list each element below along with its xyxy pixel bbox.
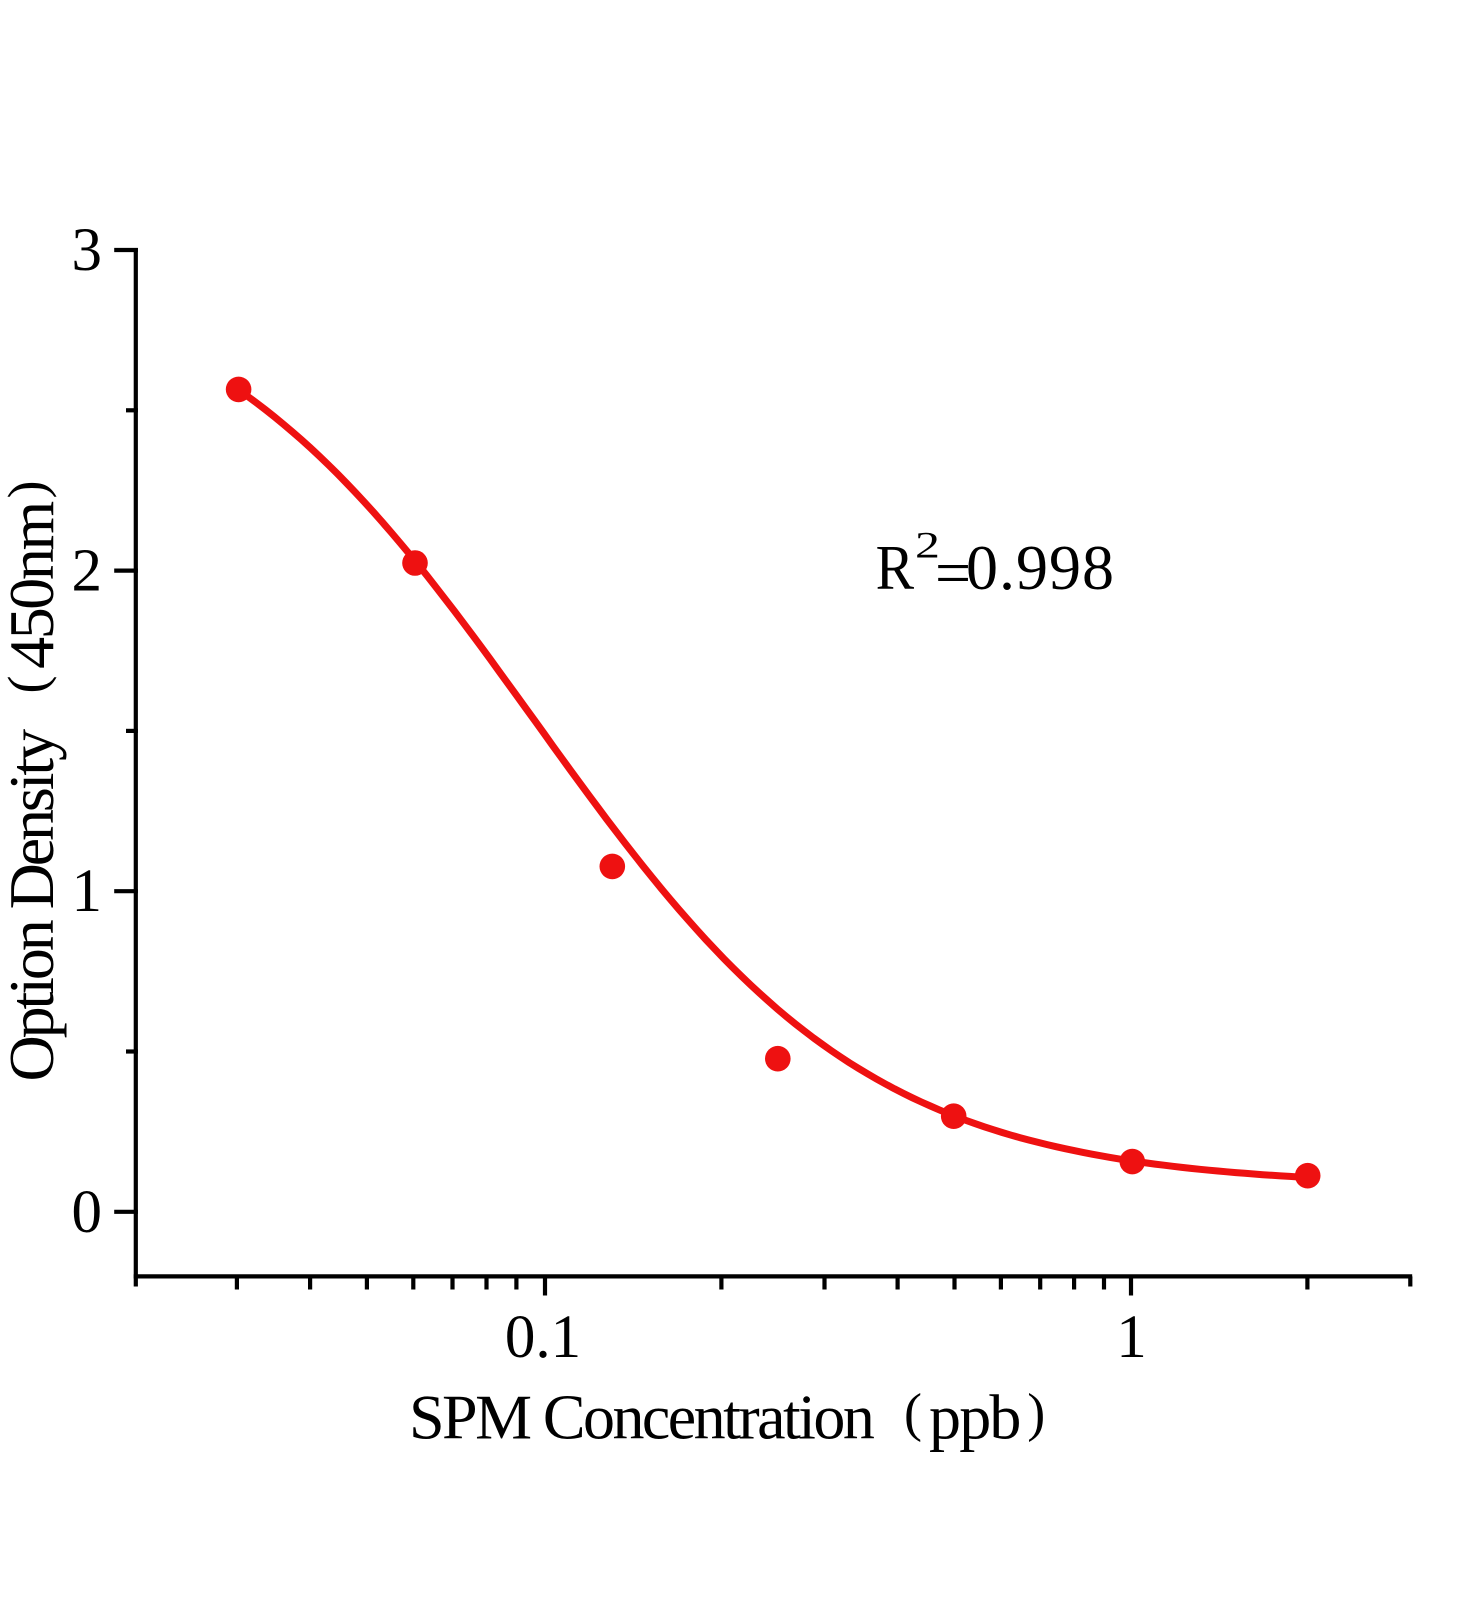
- svg-text:ppb: ppb: [929, 1382, 1020, 1453]
- svg-text:Option Density: Option Density: [0, 729, 67, 1082]
- svg-text:2: 2: [915, 525, 940, 566]
- svg-text:0.1: 0.1: [505, 1304, 581, 1371]
- svg-text:): ): [1027, 1382, 1045, 1442]
- svg-text:SPM Concentration: SPM Concentration: [409, 1382, 875, 1453]
- svg-text:(: (: [904, 1382, 922, 1442]
- svg-text:0.998: 0.998: [966, 532, 1115, 603]
- svg-text:(: (: [0, 676, 57, 694]
- svg-text:2: 2: [72, 538, 103, 605]
- svg-text:=: =: [935, 537, 971, 608]
- svg-text:450nm: 450nm: [0, 502, 67, 669]
- svg-text:1: 1: [72, 858, 103, 925]
- svg-text:0: 0: [72, 1179, 103, 1246]
- svg-text:3: 3: [72, 217, 103, 284]
- svg-text:R: R: [876, 533, 915, 603]
- svg-text:1: 1: [1116, 1304, 1147, 1371]
- svg-text:): ): [0, 481, 57, 499]
